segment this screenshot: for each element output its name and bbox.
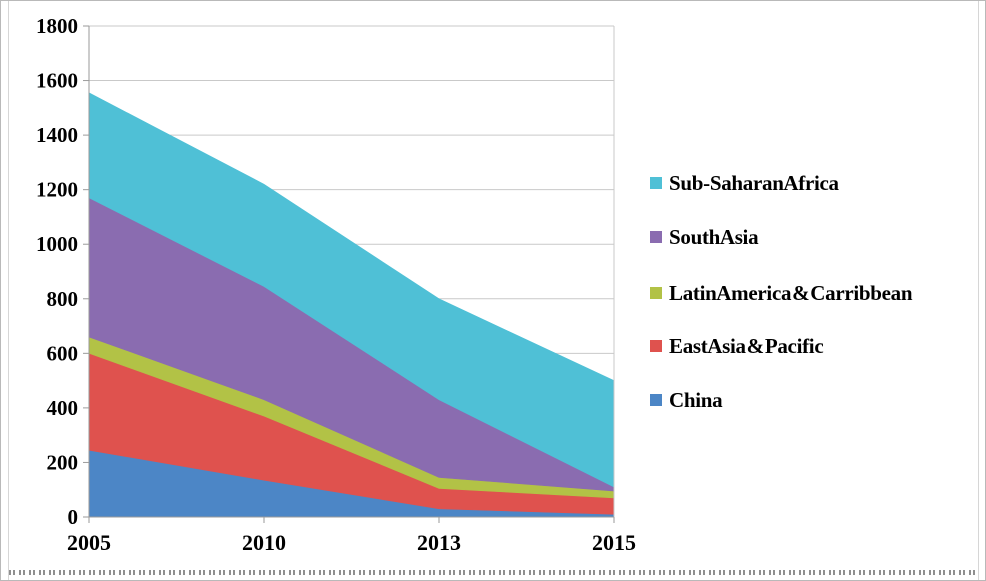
y-tick-label-1600: 1600 [36, 69, 78, 93]
x-tick-label-2010: 2010 [242, 530, 286, 555]
legend-swatch-icon [650, 231, 662, 243]
legend-label: East Asia & Pacific [669, 333, 824, 358]
x-tick-label-2013: 2013 [417, 530, 461, 555]
legend-label: Latin America & Carribbean [669, 280, 913, 305]
y-tick-label-1400: 1400 [36, 123, 78, 147]
legend-item-china: China [650, 387, 723, 412]
y-tick-label-0: 0 [68, 505, 79, 529]
legend-label: South Asia [669, 224, 759, 249]
y-tick-label-1000: 1000 [36, 232, 78, 256]
frame-inner-left-line [8, 1, 9, 580]
y-tick-label-600: 600 [47, 341, 79, 365]
legend-swatch-icon [650, 287, 662, 299]
chart-legend: Sub-Saharan Africa South Asia Latin Americ… [650, 1, 980, 580]
x-tick-label-2005: 2005 [67, 530, 111, 555]
y-tick-label-800: 800 [47, 287, 79, 311]
y-tick-label-1800: 1800 [36, 14, 78, 38]
legend-item-latin-america-carribbean: Latin America & Carribbean [650, 280, 913, 305]
legend-swatch-icon [650, 340, 662, 352]
legend-item-east-asia-pacific: East Asia & Pacific [650, 333, 824, 358]
y-tick-label-1200: 1200 [36, 178, 78, 202]
y-tick-label-400: 400 [47, 396, 79, 420]
legend-swatch-icon [650, 177, 662, 189]
legend-label: China [669, 387, 723, 412]
legend-item-sub-saharan-africa: Sub-Saharan Africa [650, 171, 839, 195]
legend-swatch-icon [650, 394, 662, 406]
legend-label: Sub-Saharan Africa [669, 170, 839, 195]
x-tick-label-2015: 2015 [592, 530, 636, 555]
frame-inner-right-line [978, 1, 979, 580]
y-tick-label-200: 200 [47, 450, 79, 474]
page-boundary-dotted-line [9, 570, 977, 575]
legend-item-south-asia: South Asia [650, 224, 759, 249]
